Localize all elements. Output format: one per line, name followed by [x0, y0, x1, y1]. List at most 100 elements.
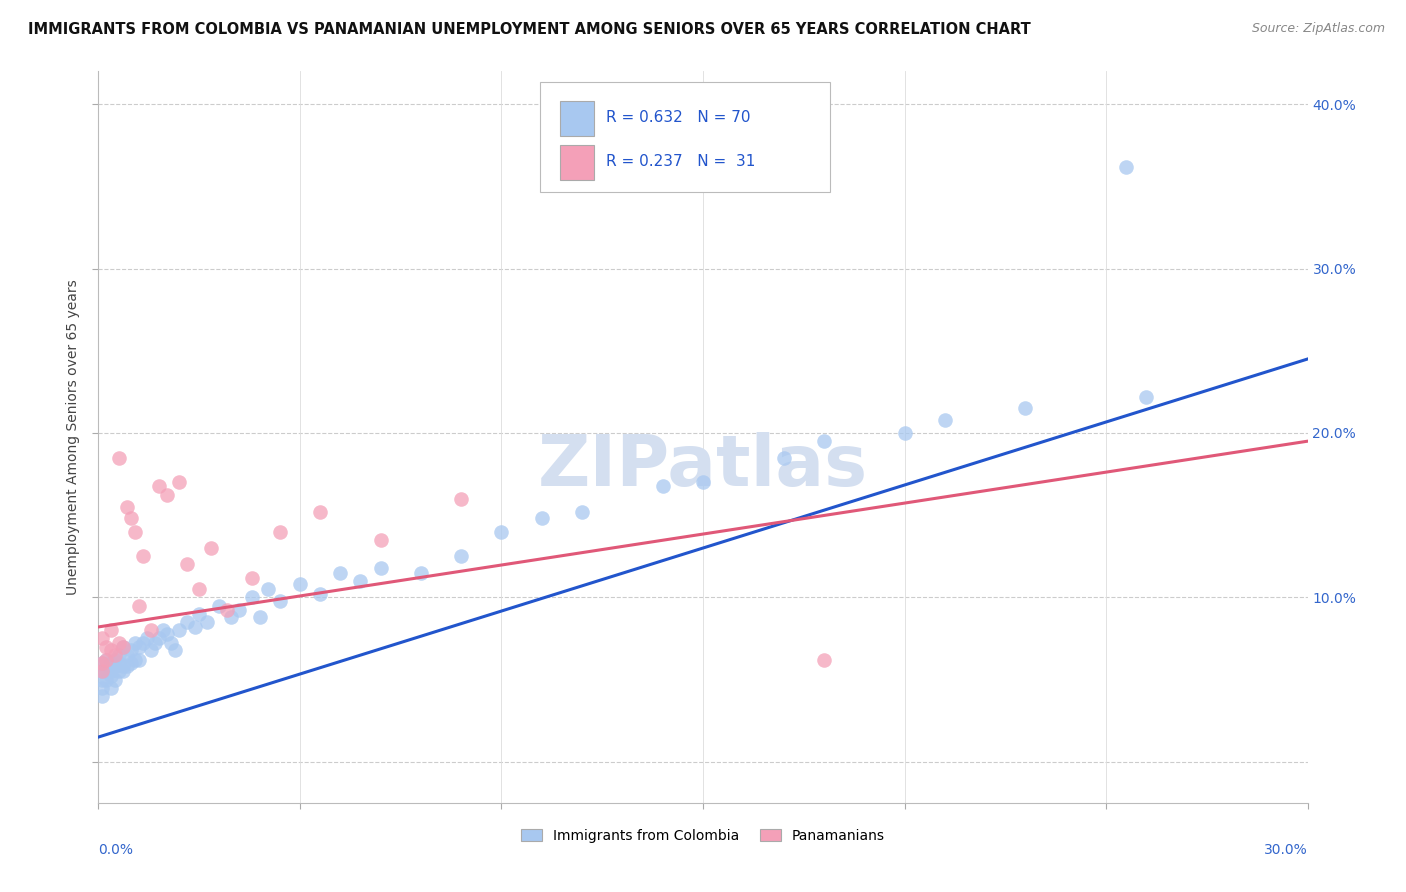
Text: R = 0.632   N = 70: R = 0.632 N = 70: [606, 110, 751, 125]
Point: [100, 669, 122, 683]
Point: [91, 673, 114, 687]
Point: [128, 599, 150, 613]
Point: [349, 574, 371, 588]
Point: [934, 413, 956, 427]
Point: [893, 425, 915, 440]
Text: R = 0.237   N =  31: R = 0.237 N = 31: [606, 153, 755, 169]
Point: [107, 656, 129, 670]
Point: [91, 665, 114, 679]
FancyBboxPatch shape: [561, 145, 595, 179]
Point: [103, 673, 125, 687]
Point: [1135, 390, 1157, 404]
Point: [309, 587, 332, 601]
Point: [107, 648, 129, 662]
Point: [91, 656, 114, 670]
Point: [571, 505, 593, 519]
Point: [195, 615, 218, 629]
Point: [176, 615, 198, 629]
Point: [692, 475, 714, 490]
Point: [148, 632, 170, 646]
FancyBboxPatch shape: [561, 101, 595, 136]
Point: [91, 681, 114, 695]
Point: [188, 607, 211, 621]
Point: [530, 511, 553, 525]
Point: [288, 577, 311, 591]
Point: [96, 659, 118, 673]
Point: [163, 643, 186, 657]
Point: [269, 593, 291, 607]
Point: [132, 549, 155, 564]
Point: [100, 624, 122, 638]
Point: [256, 582, 278, 596]
Point: [221, 610, 243, 624]
Point: [124, 524, 146, 539]
Point: [370, 560, 392, 574]
Point: [139, 643, 162, 657]
Point: [184, 620, 207, 634]
Point: [176, 558, 198, 572]
Point: [329, 566, 352, 580]
Point: [491, 524, 513, 539]
Point: [120, 511, 142, 525]
Point: [167, 624, 190, 638]
Point: [96, 653, 118, 667]
Point: [103, 653, 125, 667]
Point: [167, 475, 190, 490]
Point: [107, 450, 129, 465]
Point: [120, 656, 142, 670]
Point: [571, 176, 593, 190]
Point: [96, 665, 118, 679]
Point: [309, 505, 332, 519]
Point: [124, 636, 146, 650]
Point: [111, 640, 134, 654]
Point: [651, 478, 673, 492]
Point: [188, 582, 211, 596]
Point: [240, 571, 263, 585]
Point: [128, 640, 150, 654]
Point: [772, 450, 794, 465]
Point: [96, 640, 118, 654]
Point: [115, 648, 138, 662]
Point: [107, 636, 129, 650]
Point: [111, 659, 134, 673]
Point: [208, 599, 231, 613]
Text: 30.0%: 30.0%: [1264, 843, 1308, 857]
Point: [152, 624, 174, 638]
Point: [148, 478, 170, 492]
Point: [139, 624, 162, 638]
Point: [103, 659, 125, 673]
Point: [269, 524, 291, 539]
Text: 0.0%: 0.0%: [98, 843, 134, 857]
Point: [115, 500, 138, 514]
Point: [91, 689, 114, 703]
Point: [132, 636, 155, 650]
Point: [1014, 401, 1036, 416]
Point: [450, 491, 472, 506]
Point: [156, 626, 179, 640]
Point: [370, 533, 392, 547]
Text: IMMIGRANTS FROM COLOMBIA VS PANAMANIAN UNEMPLOYMENT AMONG SENIORS OVER 65 YEARS : IMMIGRANTS FROM COLOMBIA VS PANAMANIAN U…: [28, 22, 1031, 37]
Point: [96, 653, 118, 667]
Point: [1115, 160, 1137, 174]
Point: [111, 640, 134, 654]
Legend: Immigrants from Colombia, Panamanians: Immigrants from Colombia, Panamanians: [516, 823, 890, 848]
Point: [100, 656, 122, 670]
Point: [100, 665, 122, 679]
Point: [107, 665, 129, 679]
Point: [135, 632, 157, 646]
Point: [91, 632, 114, 646]
Point: [128, 653, 150, 667]
Point: [91, 665, 114, 679]
Point: [120, 643, 142, 657]
Point: [217, 603, 239, 617]
Text: Source: ZipAtlas.com: Source: ZipAtlas.com: [1251, 22, 1385, 36]
FancyBboxPatch shape: [540, 82, 830, 192]
Point: [813, 653, 835, 667]
Point: [91, 656, 114, 670]
Point: [100, 643, 122, 657]
Point: [115, 659, 138, 673]
Point: [143, 636, 166, 650]
Point: [100, 681, 122, 695]
Point: [228, 603, 250, 617]
Point: [450, 549, 472, 564]
